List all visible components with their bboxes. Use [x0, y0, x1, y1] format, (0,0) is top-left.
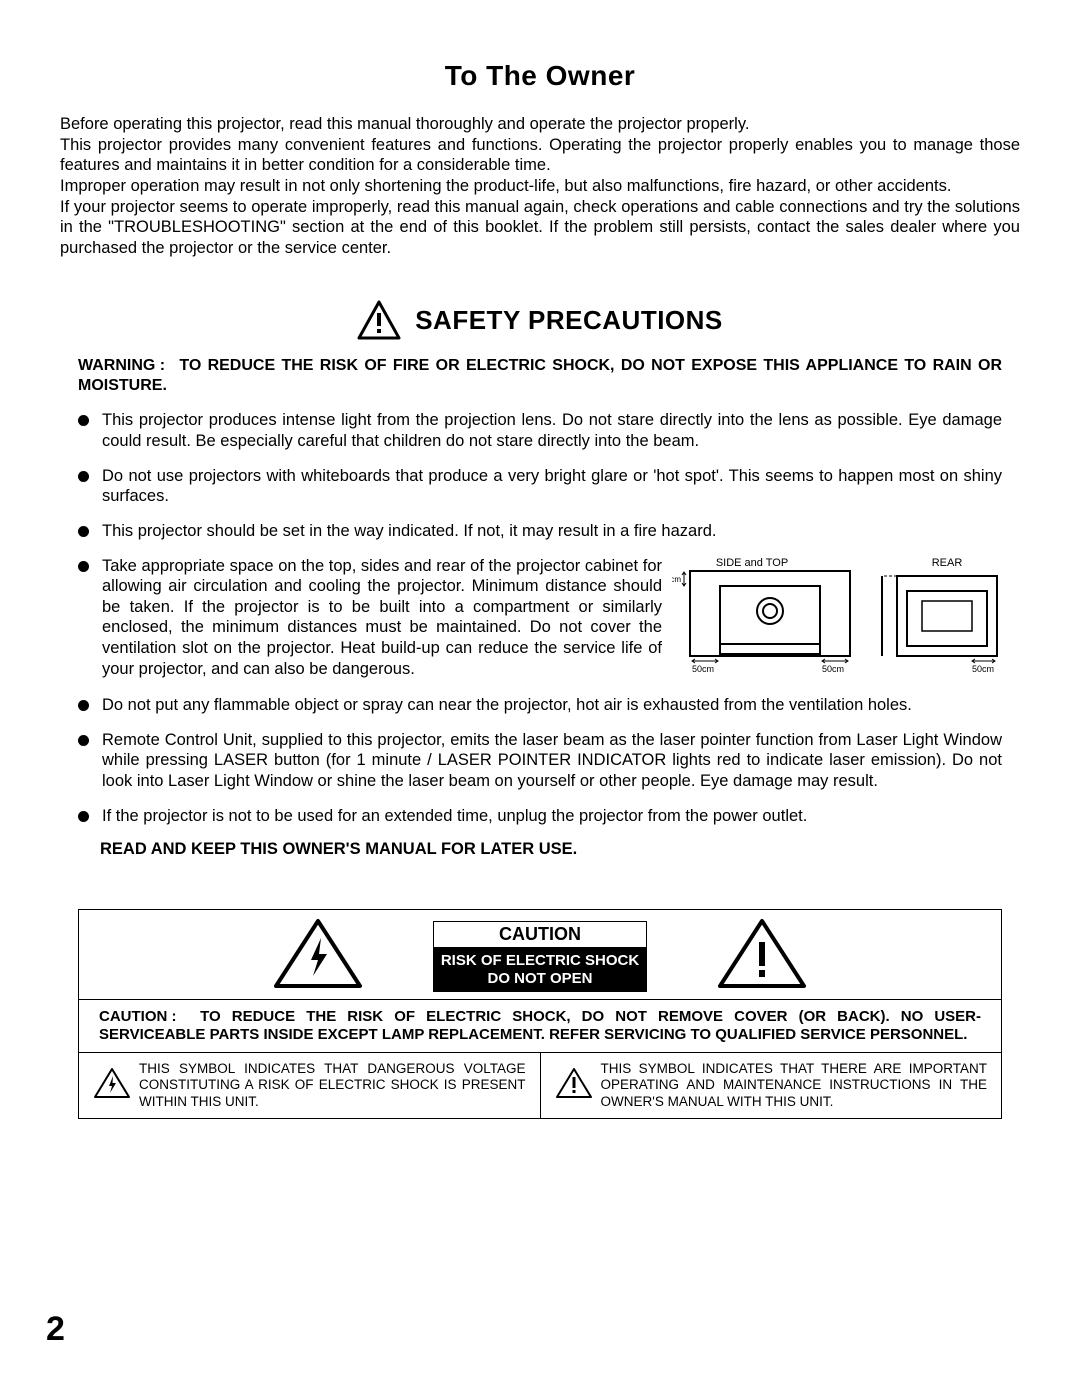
svg-text:50cm: 50cm: [692, 664, 714, 674]
warning-triangle-icon: [555, 1067, 593, 1103]
intro-p2: This projector provides many convenient …: [60, 135, 1020, 176]
shock-triangle-icon: [273, 918, 363, 995]
intro-block: Before operating this projector, read th…: [60, 114, 1020, 258]
caution-right-text: THIS SYMBOL INDICATES THAT THERE ARE IMP…: [601, 1061, 988, 1110]
warning-text: WARNING : TO REDUCE THE RISK OF FIRE OR …: [78, 356, 1002, 396]
bullet-item: Do not put any flammable object or spray…: [78, 695, 1002, 716]
bullet-item: This projector produces intense light fr…: [78, 410, 1002, 451]
bullet-text-with-figure: Take appropriate space on the top, sides…: [102, 556, 662, 680]
warning-body: TO REDUCE THE RISK OF FIRE OR ELECTRIC S…: [78, 357, 1002, 394]
intro-p4: If your projector seems to operate impro…: [60, 197, 1020, 259]
caution-sub1: RISK OF ELECTRIC SHOCK: [441, 952, 639, 970]
caution-mid-body: TO REDUCE THE RISK OF ELECTRIC SHOCK, DO…: [99, 1008, 981, 1043]
intro-p1: Before operating this projector, read th…: [60, 114, 1020, 135]
caution-box: CAUTION RISK OF ELECTRIC SHOCK DO NOT OP…: [78, 909, 1002, 1119]
caution-mid-label: CAUTION :: [99, 1008, 189, 1026]
warning-label: WARNING :: [78, 356, 173, 376]
caution-heading: CAUTION: [433, 921, 647, 948]
svg-text:REAR: REAR: [932, 557, 963, 569]
bullet-item: Do not use projectors with whiteboards t…: [78, 466, 1002, 507]
page-title: To The Owner: [60, 60, 1020, 92]
bullet-item: If the projector is not to be used for a…: [78, 806, 1002, 827]
shock-triangle-icon: [93, 1067, 131, 1103]
page-number: 2: [46, 1310, 65, 1349]
caution-mid-text: CAUTION : TO REDUCE THE RISK OF ELECTRIC…: [79, 1000, 1001, 1053]
svg-text:20cm: 20cm: [672, 575, 681, 584]
keep-manual-note: READ AND KEEP THIS OWNER'S MANUAL FOR LA…: [100, 840, 1002, 859]
svg-text:50cm: 50cm: [972, 664, 994, 674]
caution-sub2: DO NOT OPEN: [441, 970, 639, 988]
subtitle-row: SAFETY PRECAUTIONS: [60, 300, 1020, 340]
bullet-item: Remote Control Unit, supplied to this pr…: [78, 730, 1002, 792]
svg-text:50cm: 50cm: [822, 664, 844, 674]
clearance-diagram: SIDE and TOP 20cm: [672, 556, 1002, 682]
caution-left-text: THIS SYMBOL INDICATES THAT DANGEROUS VOL…: [139, 1061, 526, 1110]
bullet-item: This projector should be set in the way …: [78, 521, 1002, 542]
subtitle: SAFETY PRECAUTIONS: [415, 305, 723, 336]
intro-p3: Improper operation may result in not onl…: [60, 176, 1020, 197]
svg-text:SIDE and TOP: SIDE and TOP: [716, 557, 788, 569]
bullet-list: This projector produces intense light fr…: [78, 410, 1002, 826]
warning-triangle-icon: [717, 918, 807, 995]
bullet-item: Take appropriate space on the top, sides…: [78, 556, 1002, 682]
warning-triangle-icon: [357, 300, 401, 340]
